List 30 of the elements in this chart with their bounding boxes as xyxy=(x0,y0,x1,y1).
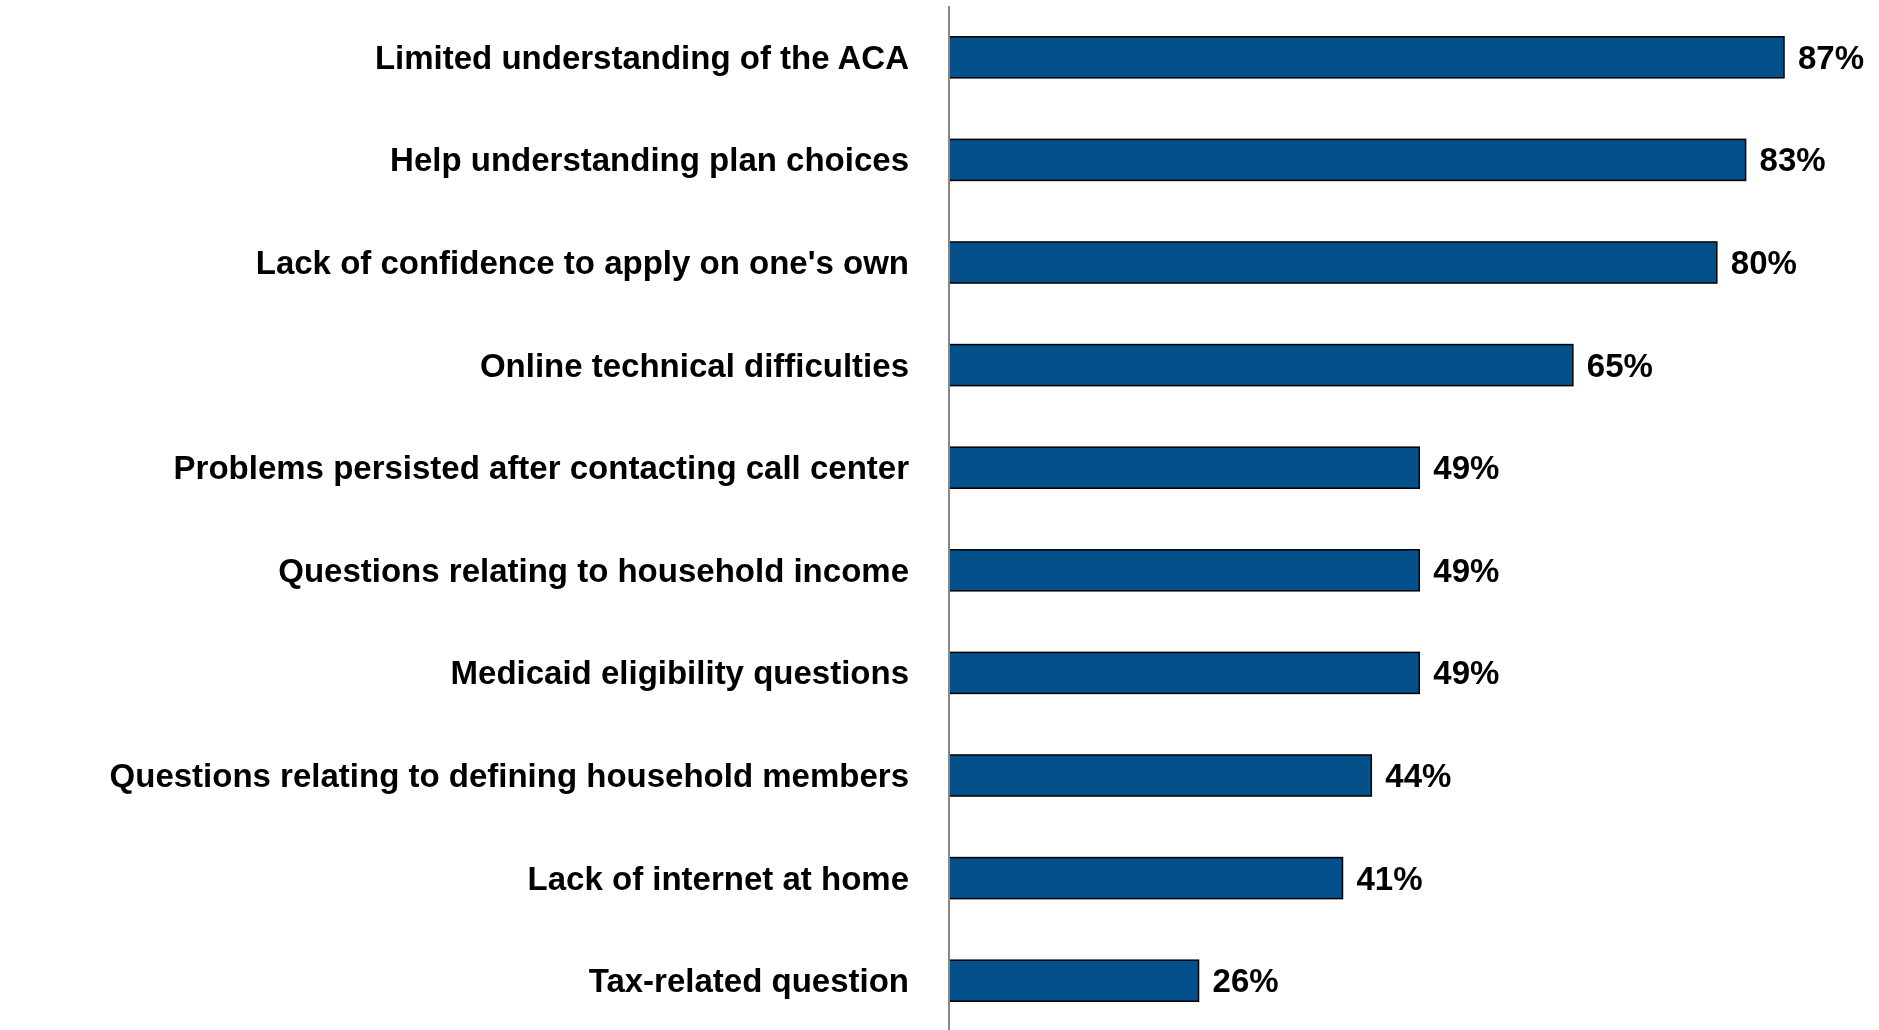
y-tick-label: Medicaid eligibility questions xyxy=(450,654,909,692)
data-label: 41% xyxy=(1356,859,1423,897)
y-tick-label: Lack of internet at home xyxy=(527,859,909,897)
data-label: 26% xyxy=(1212,962,1279,1000)
bar xyxy=(948,343,1574,387)
bar xyxy=(948,446,1421,489)
bar xyxy=(948,856,1344,900)
data-label: 65% xyxy=(1586,346,1653,384)
bar xyxy=(948,754,1373,797)
y-tick-label: Questions relating to household income xyxy=(278,551,909,589)
y-tick-label: Help understanding plan choices xyxy=(390,141,909,179)
y-tick-label: Problems persisted after contacting call center xyxy=(173,449,910,487)
bar xyxy=(948,241,1718,284)
bar xyxy=(948,651,1421,695)
bar xyxy=(948,138,1747,182)
data-label: 49% xyxy=(1433,449,1500,487)
data-label: 49% xyxy=(1433,654,1500,692)
bar xyxy=(948,959,1200,1002)
data-label: 83% xyxy=(1759,141,1826,179)
data-label: 49% xyxy=(1433,551,1500,589)
bar xyxy=(948,549,1421,592)
data-label: 80% xyxy=(1730,244,1797,281)
bar xyxy=(948,36,1785,79)
y-tick-label: Questions relating to defining household members xyxy=(109,757,909,794)
data-label: 44% xyxy=(1385,757,1452,794)
y-tick-label: Limited understanding of the ACA xyxy=(374,38,909,76)
data-label: 87% xyxy=(1798,38,1865,76)
y-tick-label: Online technical difficulties xyxy=(479,346,909,384)
y-tick-label: Lack of confidence to apply on one's own xyxy=(255,244,909,281)
y-tick-label: Tax-related question xyxy=(588,962,909,1000)
